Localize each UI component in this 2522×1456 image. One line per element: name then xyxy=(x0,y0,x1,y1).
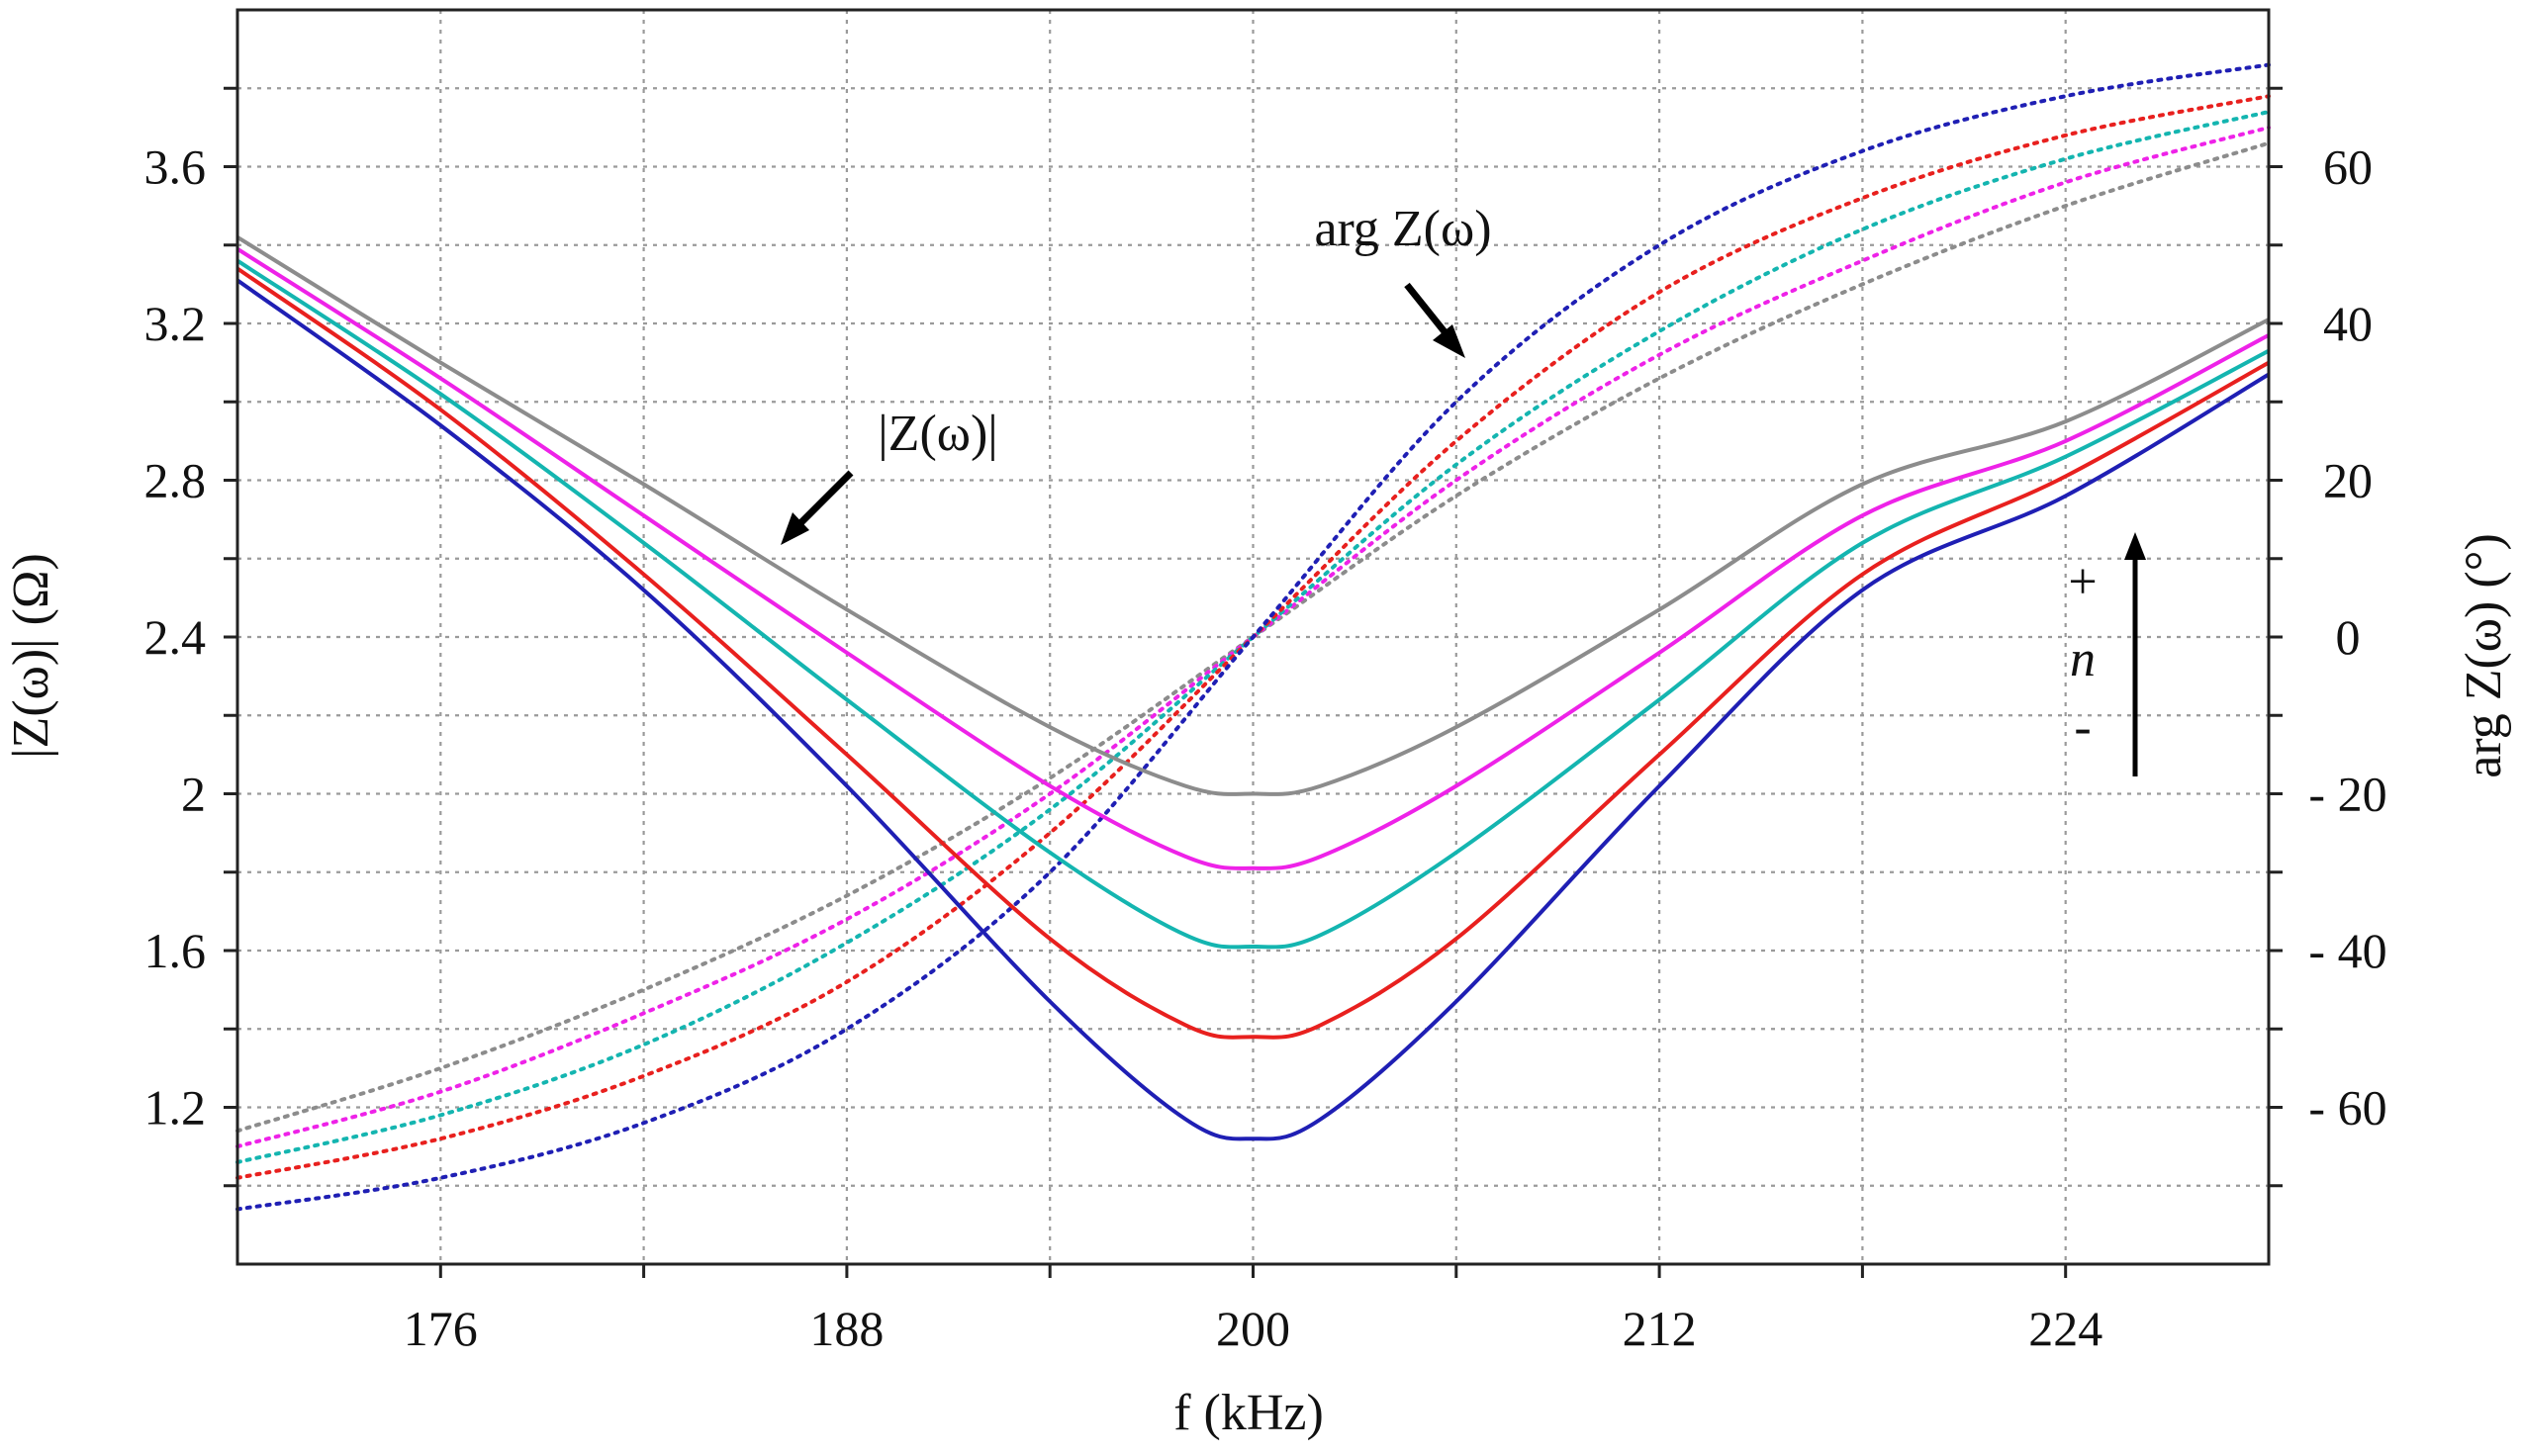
grid xyxy=(237,10,2269,1264)
y-right-tick-label: - 40 xyxy=(2308,923,2386,978)
param-n-label: n xyxy=(2070,631,2096,687)
phase-annotation-label: arg Z(ω) xyxy=(1314,201,1491,257)
magnitude-series-line xyxy=(235,278,2271,1141)
x-tick-label: 224 xyxy=(2028,1301,2102,1356)
y-axis-right-title: arg Z(ω) (°) xyxy=(2456,533,2512,778)
x-tick-label: 212 xyxy=(1623,1301,1697,1356)
y-left-tick-label: 2 xyxy=(181,767,206,822)
x-axis-title: f (kHz) xyxy=(1173,1385,1324,1441)
x-tick-label: 176 xyxy=(404,1301,478,1356)
y-left-tick-label: 1.2 xyxy=(144,1080,207,1136)
magnitude-annotation-label: |Z(ω)| xyxy=(878,406,997,462)
x-tick-label: 188 xyxy=(809,1301,884,1356)
y-left-tick-label: 1.6 xyxy=(144,923,207,978)
y-axis-left-title: |Z(ω)| (Ω) xyxy=(3,553,59,759)
param-direction-arrow xyxy=(2124,532,2146,776)
magnitude-series-line xyxy=(235,247,2270,870)
y-right-tick-label: - 60 xyxy=(2308,1080,2386,1136)
series-group xyxy=(235,62,2271,1212)
y-right-tick-label: 60 xyxy=(2323,139,2373,195)
y-right-tick-label: 40 xyxy=(2323,296,2373,351)
param-minus-label: - xyxy=(2074,699,2091,756)
magnitude-series-line xyxy=(235,258,2270,950)
y-left-tick-label: 3.2 xyxy=(144,296,207,351)
phase-annotation-arrow xyxy=(1404,282,1465,358)
magnitude-series-line xyxy=(235,235,2270,796)
param-plus-label: + xyxy=(2068,554,2097,610)
y-right-tick-label: 0 xyxy=(2336,609,2361,665)
x-tick-label: 200 xyxy=(1216,1301,1290,1356)
y-left-tick-label: 3.6 xyxy=(144,139,207,195)
y-right-tick-label: 20 xyxy=(2323,453,2373,508)
phase-series-line xyxy=(235,62,2271,1212)
magnitude-annotation-arrow xyxy=(781,470,854,545)
y-left-tick-label: 2.8 xyxy=(144,453,207,508)
magnitude-series-line xyxy=(235,266,2270,1040)
y-right-tick-label: - 20 xyxy=(2308,767,2386,822)
y-left-tick-label: 2.4 xyxy=(144,609,207,665)
